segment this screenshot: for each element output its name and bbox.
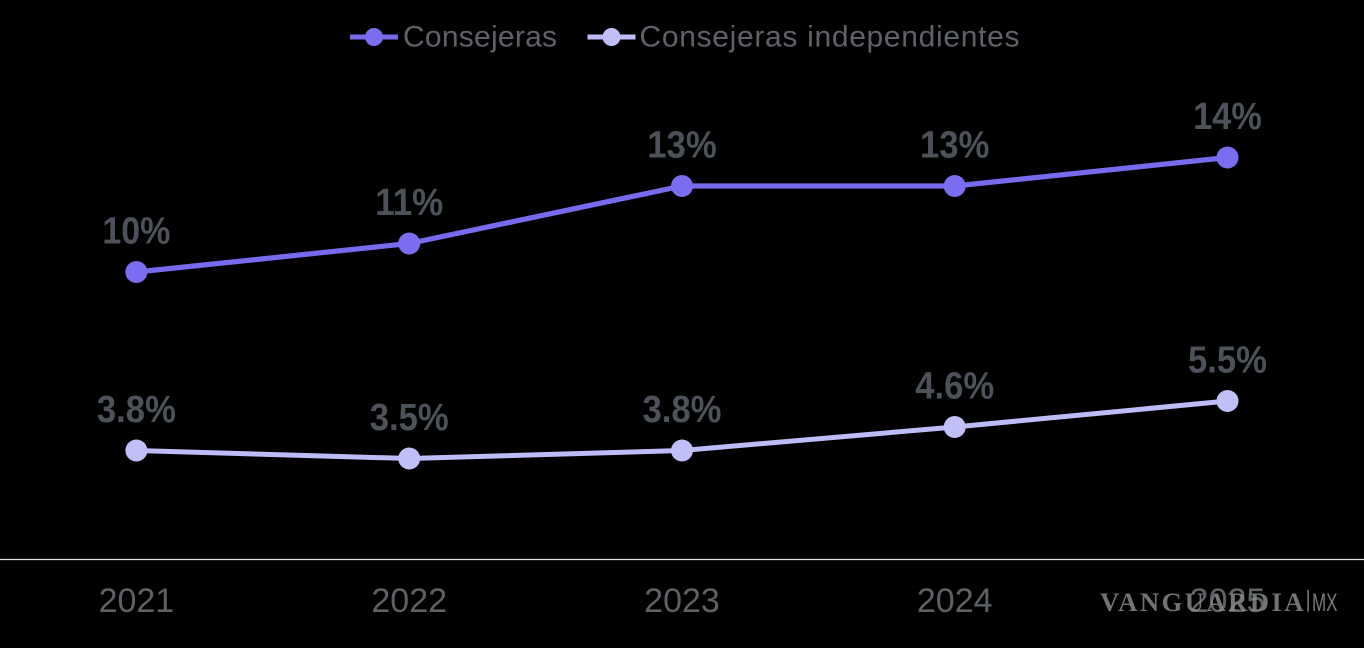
svg-text:4.6%: 4.6% [915,366,994,408]
svg-text:2025: 2025 [1190,582,1266,620]
svg-text:3.5%: 3.5% [370,397,449,439]
svg-text:MX: MX [1312,590,1338,617]
svg-text:2023: 2023 [644,582,720,620]
svg-text:3.8%: 3.8% [643,389,722,431]
svg-text:Consejeras independientes: Consejeras independientes [640,21,1020,54]
svg-text:Consejeras: Consejeras [403,21,557,54]
svg-text:VANGUARDIA: VANGUARDIA [1100,587,1306,617]
svg-text:3.8%: 3.8% [97,389,176,431]
svg-text:2022: 2022 [371,582,447,620]
svg-text:13%: 13% [647,125,717,167]
svg-text:14%: 14% [1193,96,1262,138]
svg-text:10%: 10% [102,211,170,253]
svg-text:2021: 2021 [99,582,175,620]
svg-text:5.5%: 5.5% [1188,340,1267,382]
svg-text:11%: 11% [375,182,443,224]
svg-text:2024: 2024 [917,582,993,620]
svg-text:13%: 13% [920,125,990,167]
